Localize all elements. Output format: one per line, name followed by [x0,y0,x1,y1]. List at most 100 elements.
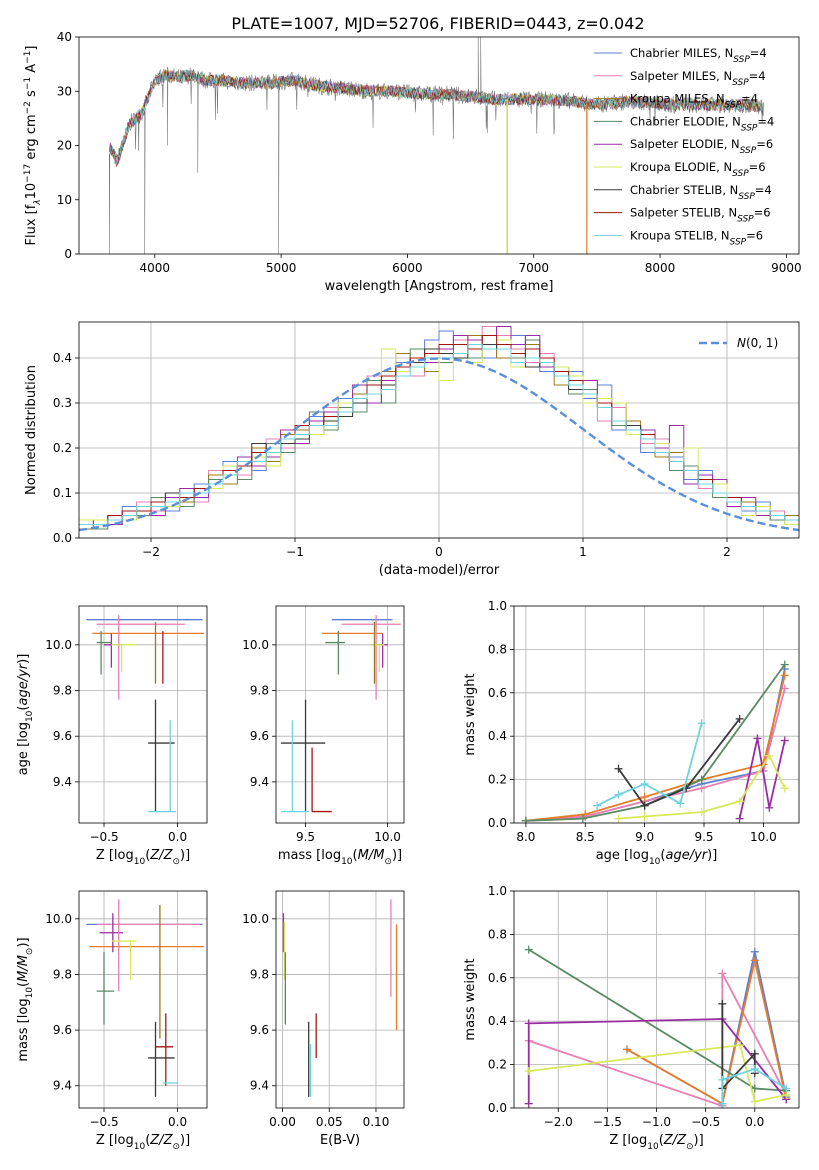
x-tick-label: −0.5 [691,1115,720,1129]
gaussian-curve [79,357,799,532]
y-tick-label: 0 [64,247,72,261]
y-tick-label: 0.0 [53,531,72,545]
axes-frame [78,36,800,255]
x-tick-label: −0.5 [89,830,118,844]
x-tick-label: −2.0 [544,1115,573,1129]
weight-series-2 [626,960,788,1106]
y-tick-label: 9.4 [53,1079,72,1093]
plot-area-spectrum [109,37,764,254]
legend-label: Kroupa STELIB, NSSP=6 [630,228,763,247]
x-axis-label: Z [log10(Z/Z⊙)] [609,1133,703,1152]
y-axis-label: mass weight [463,673,478,755]
x-axis-label: mass [log10(M/M⊙)] [278,848,402,867]
legend-label: Chabrier ELODIE, NSSP=4 [630,114,774,133]
plot-area-mass_vs_Z [79,891,207,1108]
y-tick-label: 9.4 [53,775,72,789]
y-tick-label: 0.2 [53,441,72,455]
y-tick-label: 9.6 [250,1023,269,1037]
x-tick-label: 0.0 [745,1115,764,1129]
legend-label: Salpeter MILES, NSSP=4 [630,69,766,88]
axes-age_vs_Z: −0.5 0.0 9.4 9.6 9.8 10.0 Z [log10(Z/Z⊙)] age [… [16,605,208,867]
x-tick-label: 6000 [392,261,423,275]
x-axis-label: Z [log10(Z/Z⊙)] [96,848,190,867]
axes-frame [78,890,208,1109]
legend-label: Salpeter STELIB, NSSP=6 [630,206,771,225]
x-tick-label: −0.5 [89,1115,118,1129]
y-tick-label: 10.0 [242,638,269,652]
y-tick-label: 0.6 [488,686,507,700]
x-axis-label: Z [log10(Z/Z⊙)] [96,1133,190,1152]
x-tick-label: −1 [286,545,304,559]
axes-frame [513,605,800,824]
y-tick-label: 10 [57,193,72,207]
y-tick-label: 9.6 [53,1023,72,1037]
weight-series-7 [721,1067,787,1104]
x-axis-label: E(B-V) [320,1133,360,1148]
legend-label: Chabrier MILES, NSSP=4 [630,46,767,65]
y-tick-label: 9.4 [250,1079,269,1093]
x-tick-label: 8000 [645,261,676,275]
y-tick-label: 1.0 [488,599,507,613]
x-tick-label: 0.0 [168,830,187,844]
axes-frame [513,890,800,1109]
axes-spectrum: 4000 5000 6000 7000 8000 9000 0 10 20 30 40 wavelen… [23,30,802,294]
y-axis-label: mass weight [463,958,478,1040]
y-tick-label: 10.0 [45,912,72,926]
x-tick-label: 10.0 [750,830,777,844]
weight-series-2 [525,675,786,822]
plot-area-residual_hist [79,322,799,538]
axes-frame [78,605,208,824]
y-axis-label: age [log10(age/yr)] [16,654,35,776]
x-tick-label: 5000 [266,261,297,275]
y-tick-label: 0.3 [53,396,72,410]
axes-mass_vs_ebv: 0.00 0.05 0.10 9.4 9.6 9.8 10.0 E(B-V) [242,890,405,1148]
y-tick-label: 0.0 [488,1101,507,1115]
legend-label: Salpeter ELODIE, NSSP=6 [630,137,773,156]
weight-series-1 [525,688,786,822]
axes-weight_vs_age: 8.0 8.5 9.0 9.5 10.0 0.0 0.2 0.4 0.6 0.8 1.0 age [l… [463,599,800,867]
x-tick-label: −2 [142,545,160,559]
x-tick-label: −1.5 [593,1115,622,1129]
weight-series-5 [528,1044,787,1103]
plot-area-mass_vs_ebv [276,891,404,1108]
y-tick-label: 0.4 [488,729,507,743]
spectrum-model-8 [109,69,764,165]
y-tick-label: 0.8 [488,642,507,656]
y-axis-label: Flux [fλ10−17 erg cm−2 s−1 A−1] [23,46,43,246]
x-axis-label: (data-model)/error [379,563,500,578]
y-tick-label: 0.6 [488,971,507,985]
y-tick-label: 9.8 [53,684,72,698]
y-axis-label: mass [log10(M/M⊙)] [16,937,35,1061]
hist-series-8 [79,344,799,525]
y-axis-label: Normed distribution [24,365,39,495]
spectrum-model-2 [109,70,764,166]
weight-series-5 [618,753,786,820]
plot-area-weight_vs_age [514,606,799,823]
x-tick-label: 4000 [140,261,171,275]
x-tick-label: 0.0 [168,1115,187,1129]
y-tick-label: 0.1 [53,486,72,500]
x-tick-label: 8.0 [516,830,535,844]
x-axis-label: wavelength [Angstrom, rest frame] [325,279,554,294]
x-tick-label: 0.10 [363,1115,390,1129]
y-tick-label: 10.0 [45,638,72,652]
legend-label: Chabrier STELIB, NSSP=4 [630,183,772,202]
y-tick-label: 0.8 [488,927,507,941]
axes-age_vs_mass: 9.5 10.0 9.4 9.6 9.8 10.0 mass [log10(M/M⊙)] [242,605,405,867]
axes-frame [78,321,800,539]
axes-mass_vs_Z: −0.5 0.0 9.4 9.6 9.8 10.0 Z [log10(Z/Z⊙)] mass … [16,890,208,1152]
x-tick-label: 9.0 [635,830,654,844]
legend-label: Kroupa MILES, NSSP=4 [630,92,758,111]
y-tick-label: 9.6 [250,729,269,743]
axes-weight_vs_Z: −2.0 −1.5 −1.0 −0.5 0.0 0.0 0.2 0.4 0.6 0.8 1.0 Z [… [463,884,800,1152]
x-tick-label: 9000 [771,261,802,275]
plot-area-age_vs_mass [276,606,404,823]
y-tick-label: 9.8 [250,967,269,981]
axes-frame [275,890,405,1109]
x-tick-label: 1 [579,545,587,559]
plot-area-weight_vs_Z [514,891,799,1108]
x-tick-label: 0.05 [316,1115,343,1129]
y-tick-label: 10.0 [242,912,269,926]
y-tick-label: 0.2 [488,773,507,787]
